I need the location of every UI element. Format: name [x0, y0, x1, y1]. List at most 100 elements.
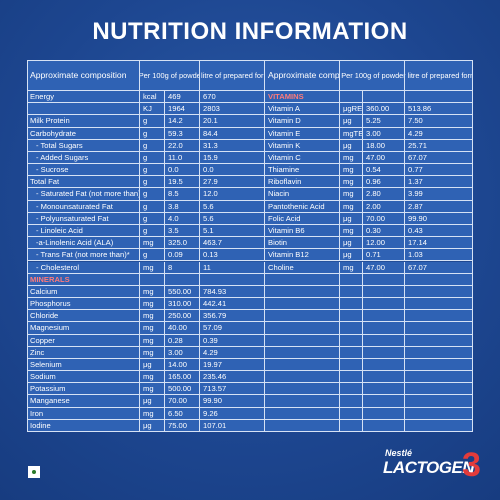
amount: 0.96 [363, 176, 405, 189]
amount [363, 310, 405, 323]
header-cell: Approximate composition [27, 60, 140, 91]
amount: 463.7 [200, 237, 265, 250]
amount [363, 419, 405, 432]
unit [340, 371, 363, 384]
unit [340, 383, 363, 396]
amount: 12.00 [363, 237, 405, 250]
unit [340, 322, 363, 335]
brand-stage: 3 [462, 446, 481, 484]
amount: 2.80 [363, 188, 405, 201]
amount [363, 358, 405, 372]
unit: μg [340, 115, 363, 128]
unit: g [140, 151, 165, 165]
amount [363, 371, 405, 384]
empty-cell [200, 273, 265, 286]
amount: 20.1 [200, 115, 265, 128]
amount: 0.54 [363, 164, 405, 177]
amount: 9.26 [200, 407, 265, 420]
amount: 442.41 [200, 298, 265, 311]
section-title: MINERALS [27, 273, 140, 286]
amount: 0.71 [363, 249, 405, 262]
amount: 713.57 [200, 383, 265, 396]
amount [363, 407, 405, 420]
unit: mg [340, 188, 363, 201]
amount [363, 298, 405, 311]
nutrient-name: Total Fat [27, 176, 140, 189]
nutrient-name [265, 310, 340, 323]
unit: mg [340, 176, 363, 189]
amount [405, 310, 473, 323]
amount: 57.09 [200, 322, 265, 335]
amount: 0.39 [200, 334, 265, 347]
unit: μgRE [340, 103, 363, 116]
amount: 0.0 [165, 164, 200, 177]
unit: μg [340, 237, 363, 250]
amount: 8.5 [165, 188, 200, 201]
unit: mg [340, 224, 363, 238]
amount: 67.07 [405, 261, 473, 274]
amount [363, 383, 405, 396]
unit: g [140, 139, 165, 152]
nutrient-name: -a-Linolenic Acid (ALA) [27, 237, 140, 250]
amount: 2.00 [363, 200, 405, 213]
nutrient-name: Vitamin B12 [265, 249, 340, 262]
amount: 14.2 [165, 115, 200, 128]
unit: μg [140, 358, 165, 372]
amount [363, 273, 405, 286]
amount [405, 383, 473, 396]
amount: 784.93 [200, 285, 265, 299]
nutrient-name: Pantothenic Acid [265, 200, 340, 213]
nutrient-name: - Saturated Fat (not more than) [27, 188, 140, 201]
nutrient-name: Magnesium [27, 322, 140, 335]
unit [340, 419, 363, 432]
unit [340, 310, 363, 323]
amount: 5.6 [200, 200, 265, 213]
amount [363, 395, 405, 408]
nutrient-name: Calcium [27, 285, 140, 299]
empty-cell [140, 273, 165, 286]
header-cell: Approximate composition [265, 60, 340, 91]
unit: mg [140, 298, 165, 311]
nutrient-name: - Trans Fat (not more than)* [27, 249, 140, 262]
amount: 0.43 [405, 224, 473, 238]
unit: kcal [140, 91, 165, 104]
nutrient-name: - Cholesterol [27, 261, 140, 274]
amount: 4.0 [165, 212, 200, 225]
title: NUTRITION INFORMATION [92, 18, 408, 45]
nutrient-name: - Polyunsaturated Fat [27, 212, 140, 225]
header-cell: Per 100g of powder [340, 60, 405, 91]
amount: 550.00 [165, 285, 200, 299]
amount: 17.14 [405, 237, 473, 250]
unit: mg [340, 200, 363, 213]
unit: mg [140, 322, 165, 335]
amount: 360.00 [363, 103, 405, 116]
amount [405, 407, 473, 420]
nutrient-name [265, 273, 340, 286]
nutrient-name [265, 358, 340, 372]
amount: 0.13 [200, 249, 265, 262]
amount: 31.3 [200, 139, 265, 152]
unit: g [140, 224, 165, 238]
amount: 356.79 [200, 310, 265, 323]
unit: mg [140, 371, 165, 384]
unit: mg [140, 310, 165, 323]
header-cell: Per litre of prepared formula [200, 60, 265, 91]
amount [363, 346, 405, 359]
amount: 670 [200, 91, 265, 104]
amount [405, 346, 473, 359]
unit: mg [340, 164, 363, 177]
nutrient-name: Vitamin D [265, 115, 340, 128]
amount: 14.00 [165, 358, 200, 372]
amount: 3.5 [165, 224, 200, 238]
nutrient-name: Chloride [27, 310, 140, 323]
nutrient-name: Vitamin E [265, 127, 340, 140]
amount: 84.4 [200, 127, 265, 140]
unit: g [140, 188, 165, 201]
amount [405, 371, 473, 384]
amount [363, 334, 405, 347]
unit [340, 358, 363, 372]
nutrient-name: Folic Acid [265, 212, 340, 225]
nutrient-name: Vitamin A [265, 103, 340, 116]
amount: 0.28 [165, 334, 200, 347]
